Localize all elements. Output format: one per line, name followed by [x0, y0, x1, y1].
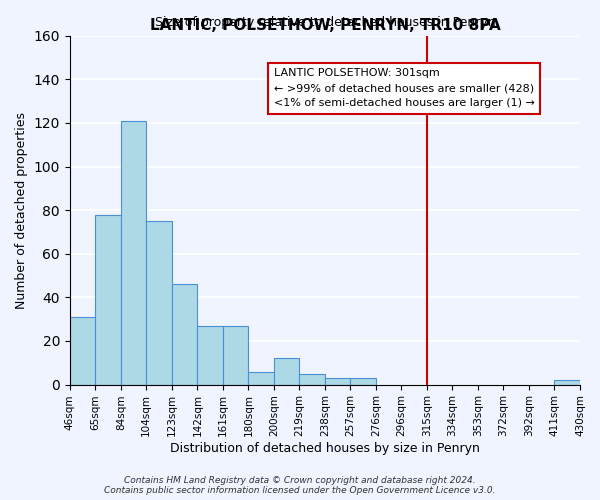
Bar: [274, 358, 299, 384]
Title: LANTIC, POLSETHOW, PENRYN, TR10 8PA: LANTIC, POLSETHOW, PENRYN, TR10 8PA: [149, 18, 500, 33]
Bar: [554, 380, 580, 384]
Bar: [70, 317, 95, 384]
Y-axis label: Number of detached properties: Number of detached properties: [15, 112, 28, 308]
Bar: [350, 378, 376, 384]
Bar: [146, 221, 172, 384]
Bar: [223, 326, 248, 384]
X-axis label: Distribution of detached houses by size in Penryn: Distribution of detached houses by size …: [170, 442, 480, 455]
Bar: [172, 284, 197, 384]
Bar: [197, 326, 223, 384]
Bar: [248, 372, 274, 384]
Bar: [299, 374, 325, 384]
Bar: [95, 214, 121, 384]
Text: Size of property relative to detached houses in Penryn: Size of property relative to detached ho…: [155, 16, 495, 28]
Bar: [325, 378, 350, 384]
Text: LANTIC POLSETHOW: 301sqm
← >99% of detached houses are smaller (428)
<1% of semi: LANTIC POLSETHOW: 301sqm ← >99% of detac…: [274, 68, 535, 108]
Text: Contains HM Land Registry data © Crown copyright and database right 2024.
Contai: Contains HM Land Registry data © Crown c…: [104, 476, 496, 495]
Bar: [121, 120, 146, 384]
